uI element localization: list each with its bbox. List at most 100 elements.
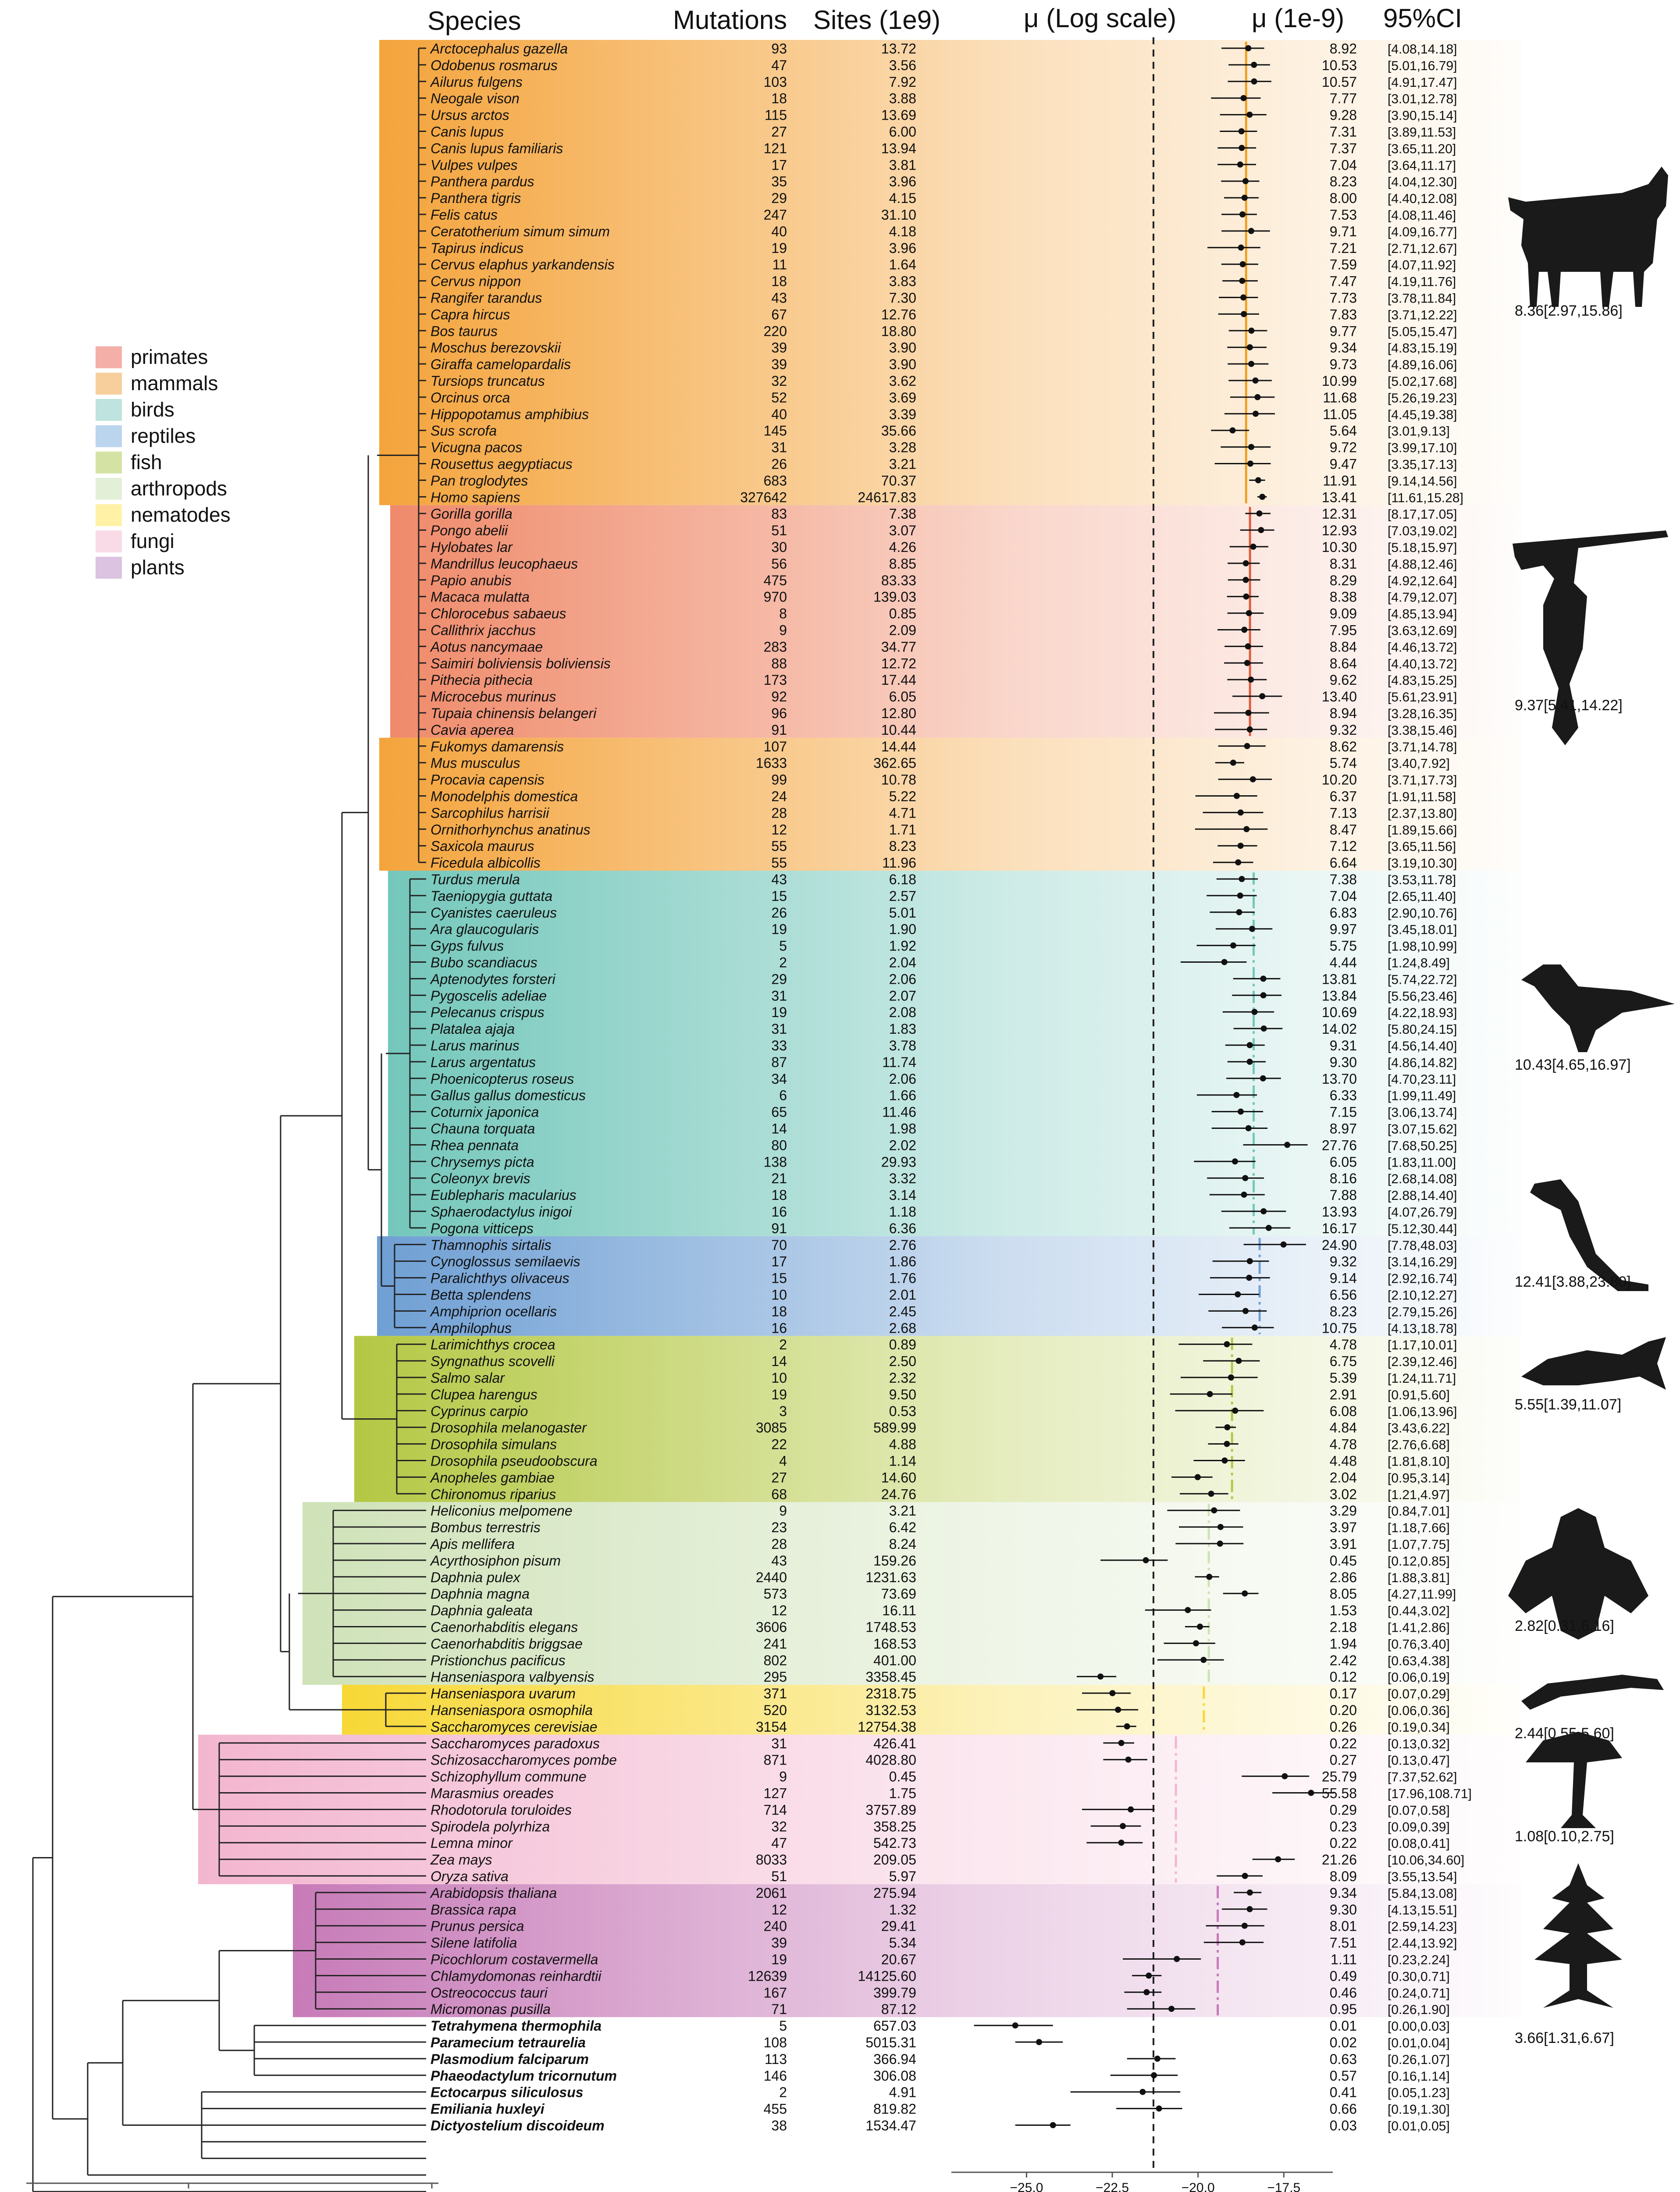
species-name: Homo sapiens — [431, 489, 520, 505]
sites-value: 1.14 — [889, 1453, 916, 1469]
species-name: Callithrix jacchus — [431, 623, 536, 638]
ci-value: [1.99,11.49] — [1388, 1089, 1456, 1103]
ci-value: [2.59,14.23] — [1388, 1920, 1457, 1934]
ci-value: [1.17,10.01] — [1388, 1338, 1457, 1352]
rate-point — [1237, 843, 1244, 849]
ci-value: [4.83,15.19] — [1388, 341, 1457, 356]
species-name: Macaca mulatta — [431, 589, 530, 605]
ci-value: [0.09,0.39] — [1388, 1820, 1450, 1834]
table-row: Neogale vison 18 3.88 7.77 [3.01,12.78] — [431, 91, 1457, 107]
table-row: Pan troglodytes 683 70.37 11.91 [9.14,14.56] — [431, 473, 1457, 488]
ci-value: [0.44,3.02] — [1388, 1604, 1450, 1619]
sites-value: 2.06 — [889, 971, 916, 987]
species-name: Moschus berezovskii — [431, 340, 561, 356]
sites-value: 3.39 — [889, 406, 916, 422]
sites-value: 11.96 — [882, 855, 916, 871]
mutations-value: 683 — [764, 473, 787, 488]
species-name: Arctocephalus gazella — [430, 41, 568, 57]
table-row: Hanseniaspora uvarum 371 2318.75 0.17 [0.07,… — [431, 1686, 1450, 1701]
table-row: Drosophila melanogaster 3085 589.99 4.84 [3.… — [431, 1420, 1450, 1436]
ci-value: [0.05,1.23] — [1388, 2086, 1450, 2100]
sites-value: 3.96 — [889, 240, 916, 256]
species-name: Daphnia galeata — [431, 1603, 533, 1619]
table-row: Saccharomyces cerevisiae 3154 12754.38 0.26… — [431, 1719, 1450, 1735]
species-name: Larus argentatus — [431, 1054, 536, 1070]
table-row: Heliconius melpomene 9 3.21 3.29 [0.84,7.01] — [431, 1503, 1450, 1519]
ci-value: [4.56,14.40] — [1388, 1039, 1457, 1053]
ci-value: [4.40,13.72] — [1388, 657, 1457, 671]
rate-point — [1221, 1457, 1228, 1464]
ci-value: [3.01,9.13] — [1388, 424, 1450, 439]
table-row: Caenorhabditis elegans 3606 1748.53 2.18 [1.… — [431, 1619, 1450, 1635]
mu-value: 4.78 — [1330, 1437, 1357, 1452]
mutations-value: 2061 — [756, 1885, 787, 1901]
mu-value: 27.76 — [1322, 1137, 1357, 1153]
mu-value: 0.57 — [1330, 2068, 1357, 2084]
mu-value: 8.09 — [1330, 1868, 1357, 1884]
table-row: Saxicola maurus 55 8.23 7.12 [3.65,11.56] — [431, 838, 1456, 854]
rate-point — [1246, 111, 1253, 118]
legend-swatch — [96, 452, 122, 473]
mutations-value: 247 — [764, 207, 787, 223]
sites-value: 14.60 — [881, 1470, 916, 1485]
rate-point — [1238, 128, 1245, 135]
ci-value: [1.21,4.97] — [1388, 1487, 1450, 1502]
fly-icon — [1508, 1508, 1648, 1640]
mutations-value: 3 — [779, 1403, 787, 1419]
ci-value: [0.19,1.30] — [1388, 2103, 1450, 2117]
table-row: Rousettus aegyptiacus 26 3.21 9.47 [3.35,17.… — [431, 456, 1457, 472]
header-sites: Sites (1e9) — [813, 5, 940, 35]
mutations-value: 14 — [771, 1121, 787, 1137]
table-row: Arctocephalus gazella 93 13.72 8.92 [4.08,14… — [430, 41, 1457, 57]
rate-point — [1143, 1557, 1149, 1563]
mu-value: 0.66 — [1330, 2101, 1357, 2117]
rate-point — [1245, 643, 1251, 650]
table-row: Capra hircus 67 12.76 7.83 [3.71,12.22] — [431, 306, 1457, 322]
sites-value: 29.93 — [881, 1154, 916, 1170]
mu-value: 0.45 — [1330, 1553, 1357, 1569]
species-name: Plasmodium falciparum — [431, 2051, 589, 2067]
ci-value: [4.86,14.82] — [1388, 1056, 1457, 1070]
mutations-value: 9 — [779, 1769, 787, 1785]
sites-value: 4.26 — [889, 539, 916, 555]
ci-value: [1.24,11.71] — [1388, 1371, 1456, 1386]
mutations-value: 11 — [772, 257, 787, 273]
ci-value: [3.35,17.13] — [1388, 458, 1457, 472]
header-mu: μ (1e-9) — [1252, 4, 1344, 33]
ci-value: [5.84,13.08] — [1388, 1886, 1457, 1901]
sites-value: 2318.75 — [865, 1686, 916, 1701]
table-row: Daphnia galeata 12 16.11 1.53 [0.44,3.02] — [431, 1603, 1450, 1619]
mu-value: 7.53 — [1330, 207, 1357, 223]
sites-value: 31.10 — [881, 207, 916, 223]
ci-value: [4.79,12.07] — [1388, 591, 1457, 605]
rate-point — [1248, 361, 1255, 367]
sites-value: 3.78 — [889, 1038, 916, 1053]
legend-label: fungi — [131, 530, 174, 552]
rate-point — [1259, 494, 1266, 500]
mu-value: 5.75 — [1330, 938, 1357, 954]
mutations-value: 173 — [764, 672, 787, 688]
ci-value: [4.40,12.08] — [1388, 192, 1457, 206]
table-row: Hanseniaspora valbyensis 295 3358.45 0.12 [0… — [431, 1669, 1450, 1685]
mutations-value: 3606 — [756, 1619, 787, 1635]
group-band-mammals — [379, 737, 1521, 871]
mu-value: 9.77 — [1330, 323, 1357, 339]
species-name: Tursiops truncatus — [431, 373, 545, 389]
table-row: Ornithorhynchus anatinus 12 1.71 8.47 [1.89,… — [431, 822, 1457, 837]
mutations-value: 40 — [771, 224, 787, 239]
species-name: Syngnathus scovelli — [431, 1353, 555, 1369]
mu-value: 0.22 — [1330, 1736, 1357, 1751]
species-name: Neogale vison — [431, 91, 520, 107]
ci-value: [5.05,15.47] — [1388, 324, 1457, 339]
mutations-value: 17 — [771, 1254, 787, 1270]
ci-value: [0.12,0.85] — [1388, 1554, 1450, 1569]
sites-value: 4.71 — [889, 805, 916, 821]
species-name: Vicugna pacos — [431, 440, 522, 455]
mu-value: 8.16 — [1330, 1171, 1357, 1186]
table-row: Bos taurus 220 18.80 9.77 [5.05,15.47] — [431, 323, 1457, 339]
primate-icon — [1513, 530, 1668, 745]
rate-point — [1146, 1972, 1152, 1979]
ci-value: [1.98,10.99] — [1388, 939, 1457, 954]
mutations-value: 113 — [765, 2051, 787, 2067]
sites-value: 0.53 — [889, 1403, 916, 1419]
